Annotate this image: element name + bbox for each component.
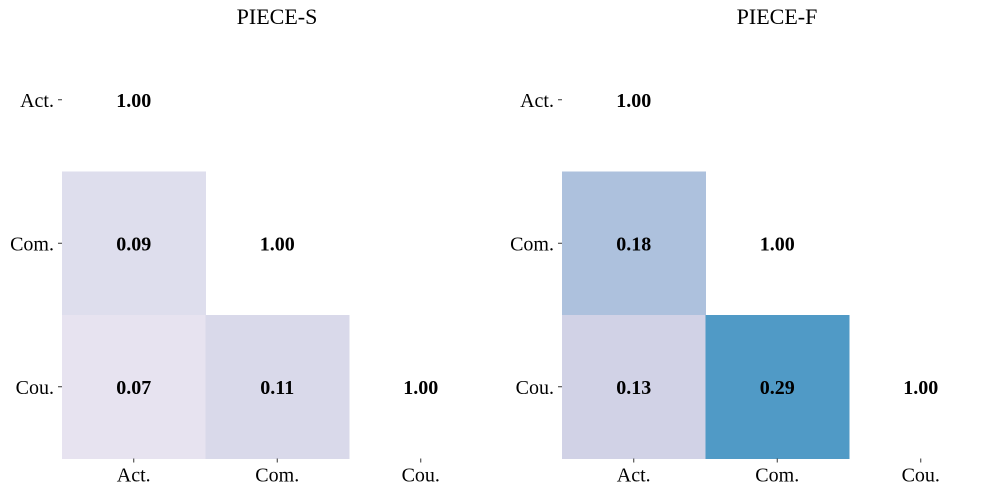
chart-title: PIECE-F bbox=[737, 4, 818, 29]
heatmap-cell bbox=[62, 315, 206, 459]
y-tick-label: Com. bbox=[510, 233, 554, 255]
x-tick-label: Cou. bbox=[402, 465, 440, 487]
heatmap-cell bbox=[62, 171, 206, 316]
y-tick-label: Cou. bbox=[16, 377, 54, 399]
heatmap-cell bbox=[705, 315, 850, 459]
x-tick-label: Act. bbox=[117, 465, 151, 487]
cell-value-label: 1.00 bbox=[903, 377, 938, 399]
cells-layer bbox=[562, 171, 850, 459]
cell-value-label: 0.18 bbox=[616, 233, 651, 255]
heatmap-panel-piece-s: PIECE-S 1.00 0.09 1.00 0.07 0.11 1.00 Act. Com… bbox=[10, 4, 440, 487]
y-tick-label: Cou. bbox=[516, 377, 554, 399]
value-labels-layer: 1.00 0.09 1.00 0.07 0.11 1.00 bbox=[116, 90, 438, 399]
cell-value-label: 1.00 bbox=[760, 233, 795, 255]
y-tick-label: Act. bbox=[20, 90, 54, 112]
y-tick-label: Act. bbox=[520, 90, 554, 112]
cell-value-label: 1.00 bbox=[260, 233, 295, 255]
heatmap-cell bbox=[205, 315, 350, 459]
x-tick-label: Com. bbox=[255, 465, 299, 487]
x-axis: Act. Com. Cou. bbox=[617, 458, 940, 487]
cell-value-label: 1.00 bbox=[616, 90, 651, 112]
heatmap-panel-piece-f: PIECE-F 1.00 0.18 1.00 0.13 0.29 1.00 Act. Com… bbox=[510, 4, 940, 487]
cell-value-label: 0.09 bbox=[116, 233, 151, 255]
heatmap-cell bbox=[562, 315, 706, 459]
x-axis: Act. Com. Cou. bbox=[117, 458, 440, 487]
cells-layer bbox=[62, 171, 350, 459]
cell-value-label: 0.11 bbox=[260, 377, 294, 399]
cell-value-label: 0.29 bbox=[760, 377, 795, 399]
y-tick-label: Com. bbox=[10, 233, 54, 255]
y-axis: Act. Com. Cou. bbox=[510, 90, 562, 399]
x-tick-label: Act. bbox=[617, 465, 651, 487]
cell-value-label: 1.00 bbox=[116, 90, 151, 112]
x-tick-label: Com. bbox=[755, 465, 799, 487]
value-labels-layer: 1.00 0.18 1.00 0.13 0.29 1.00 bbox=[616, 90, 938, 399]
chart-title: PIECE-S bbox=[237, 4, 318, 29]
cell-value-label: 1.00 bbox=[403, 377, 438, 399]
x-tick-label: Cou. bbox=[902, 465, 940, 487]
cell-value-label: 0.13 bbox=[616, 377, 651, 399]
cell-value-label: 0.07 bbox=[116, 377, 151, 399]
y-axis: Act. Com. Cou. bbox=[10, 90, 62, 399]
heatmap-cell bbox=[562, 171, 706, 316]
